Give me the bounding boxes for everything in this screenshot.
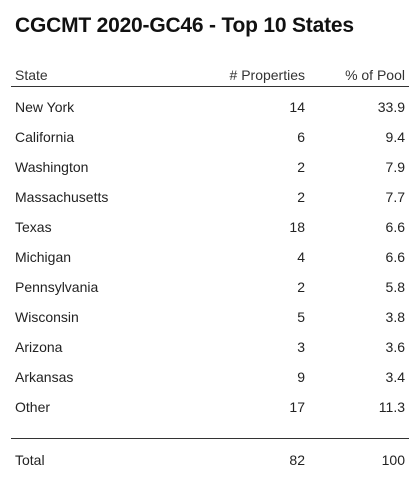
properties-cell: 18: [289, 219, 305, 235]
column-header-state: State: [15, 67, 48, 83]
states-table: State # Properties % of Pool New York 14…: [11, 62, 409, 475]
pct-cell: 6.6: [385, 249, 405, 265]
total-divider: [11, 438, 409, 439]
properties-cell: 5: [297, 309, 305, 325]
table-row: Wisconsin 5 3.8: [11, 302, 409, 332]
column-header-pct-of-pool: % of Pool: [345, 67, 405, 83]
state-cell: Washington: [15, 159, 89, 175]
table-row: Michigan 4 6.6: [11, 242, 409, 272]
properties-cell: 9: [297, 369, 305, 385]
total-label: Total: [15, 452, 45, 468]
state-cell: Massachusetts: [15, 189, 109, 205]
pct-cell: 33.9: [377, 99, 405, 115]
pct-cell: 7.7: [385, 189, 405, 205]
state-cell: Arizona: [15, 339, 63, 355]
pct-cell: 7.9: [385, 159, 405, 175]
pct-cell: 3.4: [385, 369, 405, 385]
table-row: Texas 18 6.6: [11, 212, 409, 242]
properties-cell: 2: [297, 189, 305, 205]
pct-cell: 5.8: [385, 279, 405, 295]
state-cell: New York: [15, 99, 75, 115]
properties-cell: 2: [297, 279, 305, 295]
state-cell: Wisconsin: [15, 309, 79, 325]
table-row: Other 17 11.3: [11, 392, 409, 422]
total-pct: 100: [381, 452, 405, 468]
total-row: Total 82 100: [11, 445, 409, 475]
pct-cell: 3.8: [385, 309, 405, 325]
state-cell: Other: [15, 399, 51, 415]
state-cell: Pennsylvania: [15, 279, 99, 295]
spacer: [11, 422, 409, 438]
state-cell: Michigan: [15, 249, 72, 265]
pct-cell: 3.6: [385, 339, 405, 355]
pct-cell: 9.4: [385, 129, 405, 145]
pct-cell: 11.3: [378, 399, 405, 415]
state-cell: Texas: [15, 219, 52, 235]
table-row: Arizona 3 3.6: [11, 332, 409, 362]
table-row: Washington 2 7.9: [11, 152, 409, 182]
table-row: New York 14 33.9: [11, 92, 409, 122]
column-header-properties: # Properties: [229, 67, 305, 83]
table-row: Pennsylvania 2 5.8: [11, 272, 409, 302]
properties-cell: 17: [289, 399, 305, 415]
pct-cell: 6.6: [385, 219, 405, 235]
total-properties: 82: [289, 452, 305, 468]
state-cell: California: [15, 129, 75, 145]
table-row: Massachusetts 2 7.7: [11, 182, 409, 212]
table-row: California 6 9.4: [11, 122, 409, 152]
page-title: CGCMT 2020-GC46 - Top 10 States: [15, 14, 354, 37]
properties-cell: 2: [297, 159, 305, 175]
table-header: State # Properties % of Pool: [11, 62, 409, 87]
properties-cell: 3: [297, 339, 305, 355]
state-cell: Arkansas: [15, 369, 74, 385]
table-row: Arkansas 9 3.4: [11, 362, 409, 392]
properties-cell: 6: [297, 129, 305, 145]
properties-cell: 4: [297, 249, 305, 265]
properties-cell: 14: [289, 99, 305, 115]
